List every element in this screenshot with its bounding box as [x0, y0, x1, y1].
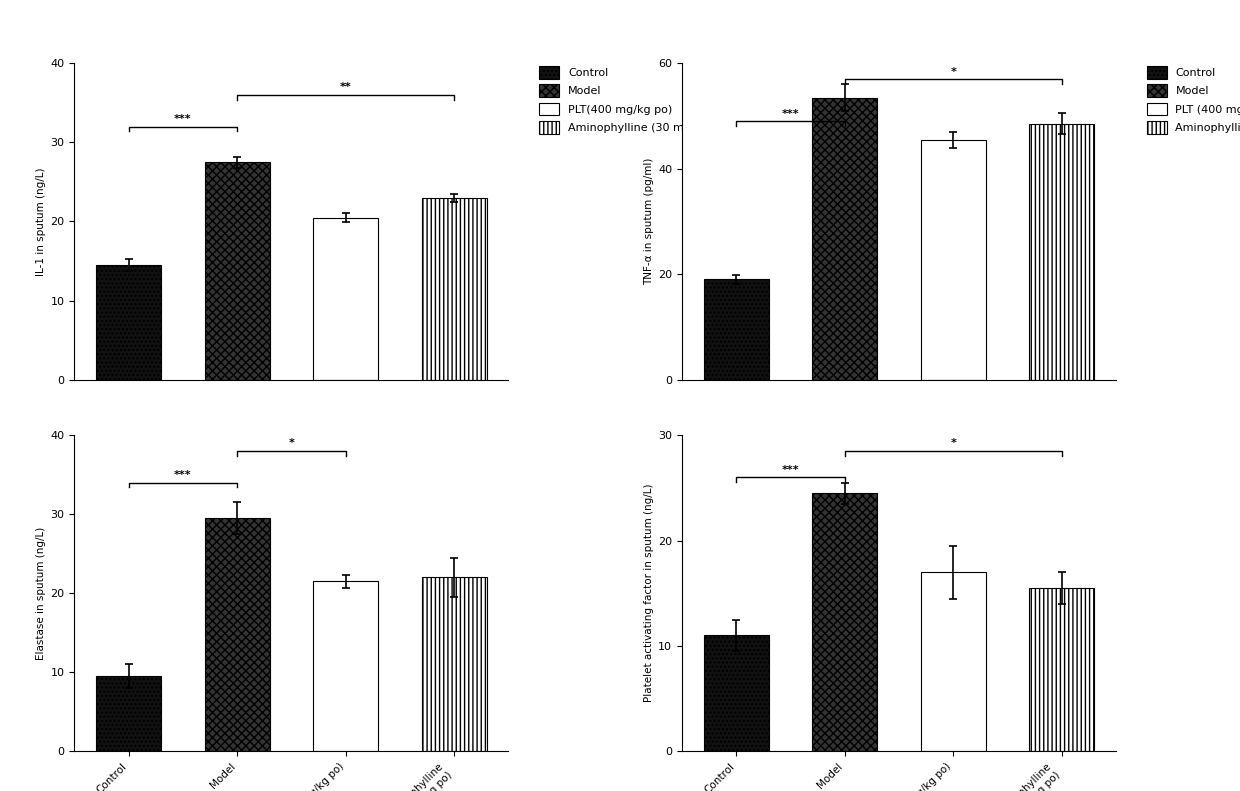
Bar — [205, 162, 270, 380]
Bar — [422, 577, 486, 751]
Text: *: * — [289, 438, 294, 448]
Bar — [704, 635, 769, 751]
Bar — [812, 493, 878, 751]
Bar — [812, 97, 878, 380]
Text: ***: *** — [174, 114, 192, 124]
Text: ***: *** — [174, 470, 192, 480]
Bar — [920, 140, 986, 380]
Y-axis label: Platelet activating factor in sputum (ng/L): Platelet activating factor in sputum (ng… — [644, 484, 653, 702]
Bar — [1029, 588, 1094, 751]
Y-axis label: Elastase in sputum (ng/L): Elastase in sputum (ng/L) — [36, 527, 46, 660]
Text: ***: *** — [781, 464, 800, 475]
Bar — [205, 518, 270, 751]
Bar — [920, 572, 986, 751]
Bar — [704, 279, 769, 380]
Text: ***: *** — [781, 108, 800, 119]
Bar — [312, 218, 378, 380]
Bar — [312, 581, 378, 751]
Y-axis label: IL-1 in sputum (ng/L): IL-1 in sputum (ng/L) — [36, 167, 46, 276]
Bar — [1029, 124, 1094, 380]
Legend: Control, Model, PLT(400 mg/kg po), Aminophylline (30 mg/kg po): Control, Model, PLT(400 mg/kg po), Amino… — [536, 62, 733, 137]
Y-axis label: TNF-α in sputum (pg/ml): TNF-α in sputum (pg/ml) — [644, 157, 653, 286]
Bar — [95, 676, 161, 751]
Text: **: ** — [340, 82, 351, 93]
Text: *: * — [950, 438, 956, 448]
Bar — [95, 265, 161, 380]
Legend: Control, Model, PLT (400 mg/kg po), Aminophylline (30 mg/kg po): Control, Model, PLT (400 mg/kg po), Amin… — [1143, 62, 1240, 137]
Text: *: * — [950, 66, 956, 77]
Bar — [422, 198, 486, 380]
